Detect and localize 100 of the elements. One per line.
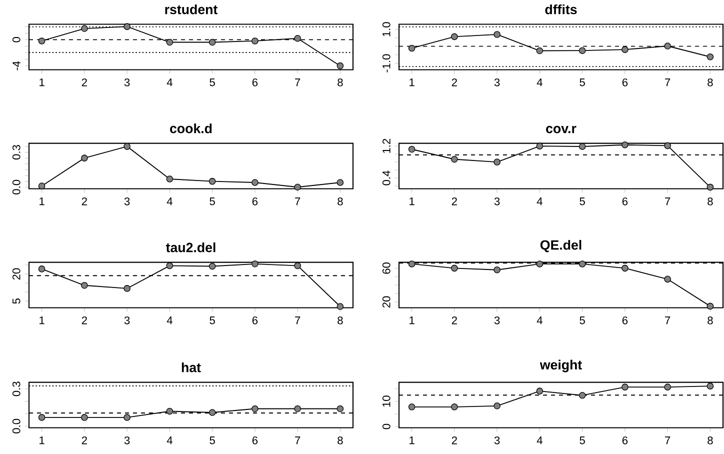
x-tick-label: 1	[40, 436, 44, 444]
x-tick-label: 2	[452, 436, 457, 444]
point	[81, 24, 88, 32]
point	[536, 260, 544, 268]
point	[706, 302, 714, 310]
x-tick-label: 3	[494, 78, 500, 86]
point	[494, 266, 500, 274]
point	[166, 38, 174, 46]
point	[208, 38, 216, 46]
point	[294, 184, 301, 190]
x-tick-label: 3	[124, 78, 130, 86]
chart-title: rstudent	[165, 4, 218, 14]
x-tick-label: 7	[665, 78, 670, 86]
point	[622, 46, 628, 53]
point	[408, 403, 416, 410]
point	[664, 276, 671, 282]
x-tick-label: 8	[338, 316, 343, 324]
x-tick-label: 7	[295, 436, 300, 444]
x-tick-label: 6	[252, 78, 258, 86]
x-tick-label: 4	[536, 78, 542, 86]
x-tick-label: 5	[210, 197, 215, 206]
x-tick-label: 6	[622, 316, 628, 324]
point	[336, 405, 344, 412]
x-tick-label: 5	[580, 436, 585, 444]
point	[38, 414, 46, 421]
x-tick-label: 6	[622, 78, 628, 86]
point	[451, 33, 458, 40]
y-tick-label: 60	[382, 262, 390, 274]
x-tick-label: 6	[622, 436, 628, 444]
chart-title: weight	[540, 360, 582, 372]
point	[706, 184, 714, 190]
point	[208, 408, 216, 416]
point	[336, 62, 344, 70]
x-tick-label: 3	[124, 436, 130, 444]
y-tick-label: 0	[12, 36, 20, 42]
point	[81, 154, 88, 162]
point	[664, 142, 671, 149]
x-tick-label: 3	[124, 197, 130, 206]
x-tick-label: 7	[295, 197, 300, 205]
point	[124, 284, 130, 292]
point	[578, 260, 586, 268]
point	[408, 44, 416, 52]
chart-title: cook.d	[170, 123, 212, 134]
x-tick-label: 2	[452, 197, 457, 206]
x-tick-label: 6	[252, 197, 258, 206]
x-tick-label: 4	[536, 316, 542, 324]
x-tick-label: 1	[40, 78, 44, 86]
point	[451, 403, 458, 410]
x-tick-label: 2	[82, 316, 87, 324]
x-tick-label: 4	[166, 316, 172, 324]
point	[578, 142, 586, 150]
point	[622, 141, 628, 148]
chart-title: tau2.del	[166, 242, 216, 252]
point	[536, 142, 544, 150]
point	[706, 382, 714, 390]
y-tick-label: 20	[382, 296, 390, 308]
x-tick-label: 5	[580, 316, 585, 324]
x-tick-label: 4	[536, 436, 542, 444]
point	[124, 142, 130, 150]
x-tick-label: 7	[665, 436, 670, 444]
point	[166, 408, 174, 415]
y-tick-label: 0.0	[12, 180, 20, 194]
x-tick-label: 7	[665, 197, 670, 205]
chart-title: dffits	[545, 4, 577, 14]
point	[664, 384, 671, 390]
x-tick-label: 1	[40, 316, 44, 324]
point	[408, 260, 416, 268]
y-tick-label: 1.2	[382, 138, 390, 153]
point	[622, 384, 628, 390]
x-tick-label: 8	[338, 78, 343, 86]
point	[536, 47, 544, 54]
x-tick-label: 5	[580, 78, 585, 86]
point	[294, 34, 301, 42]
point	[166, 175, 174, 182]
x-tick-label: 1	[410, 197, 414, 205]
x-tick-label: 2	[82, 436, 87, 444]
x-tick-label: 5	[210, 78, 215, 86]
x-tick-label: 1	[410, 436, 414, 444]
x-tick-label: 8	[338, 197, 343, 206]
x-tick-label: 3	[494, 197, 500, 206]
point	[252, 405, 258, 412]
x-tick-label: 4	[166, 436, 172, 444]
y-tick-label: 0.3	[12, 382, 20, 396]
chart-title: QE.del	[540, 240, 582, 252]
x-tick-label: 8	[708, 316, 713, 324]
point	[81, 282, 88, 289]
point	[451, 156, 458, 163]
x-tick-label: 3	[124, 316, 130, 324]
x-tick-label: 1	[410, 316, 414, 324]
x-tick-label: 5	[210, 436, 215, 444]
x-tick-label: 2	[82, 78, 87, 86]
y-tick-label: 5	[12, 298, 20, 304]
point	[494, 158, 500, 166]
x-tick-label: 1	[410, 78, 414, 86]
point	[252, 178, 258, 186]
point	[578, 392, 586, 399]
x-tick-label: 5	[210, 316, 215, 324]
point	[38, 265, 46, 272]
x-tick-label: 3	[494, 436, 500, 444]
point	[494, 30, 500, 38]
